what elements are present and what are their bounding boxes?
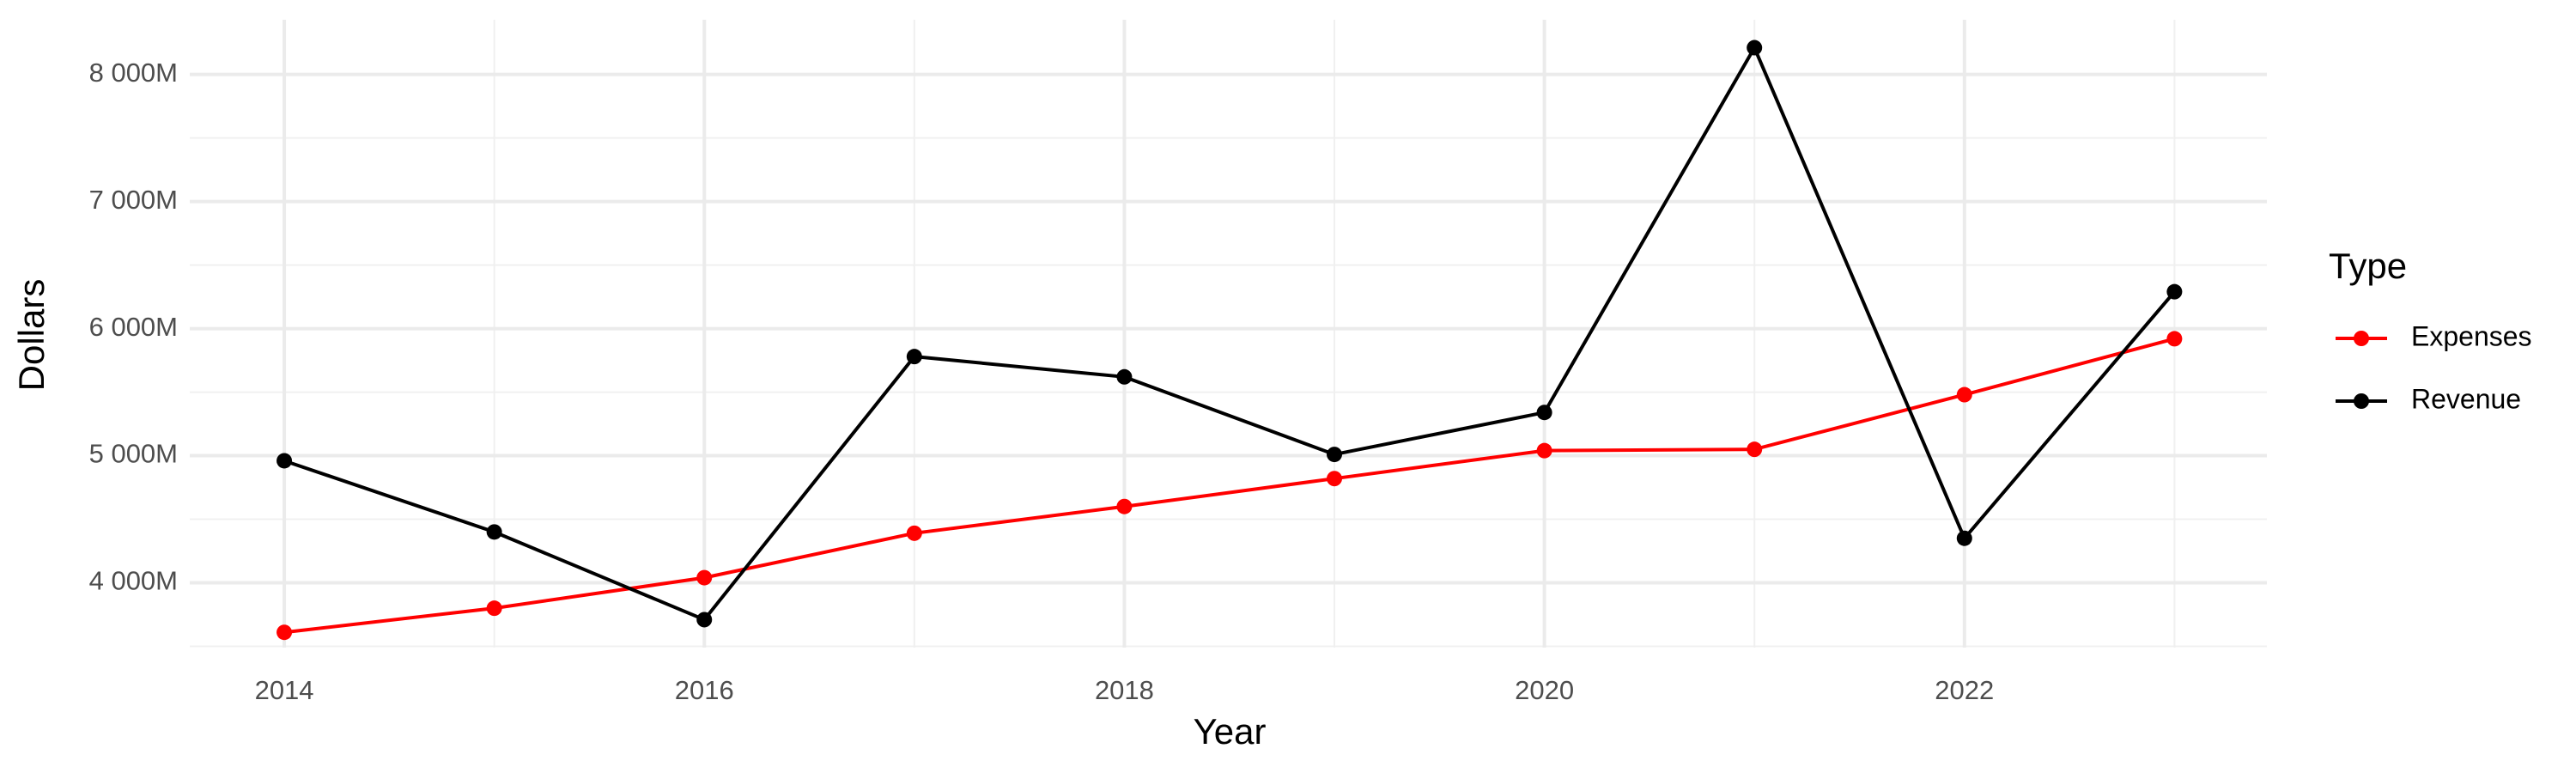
data-point — [1116, 368, 1133, 385]
legend-marker — [2354, 393, 2369, 409]
x-axis-title: Year — [1194, 711, 1267, 752]
legend-marker — [2354, 331, 2369, 346]
x-tick-label: 2022 — [1935, 675, 1994, 705]
x-tick-label: 2014 — [255, 675, 314, 705]
data-point — [1956, 530, 1972, 546]
data-point — [696, 569, 713, 586]
data-point — [1327, 471, 1343, 487]
data-point — [2166, 283, 2183, 300]
x-tick-label: 2020 — [1515, 675, 1574, 705]
data-point — [1747, 40, 1763, 56]
data-point — [906, 525, 922, 541]
data-point — [1116, 498, 1133, 514]
data-point — [1536, 405, 1552, 421]
legend-title: Type — [2329, 246, 2407, 286]
y-tick-label: 8 000M — [89, 58, 178, 88]
data-point — [2166, 331, 2183, 347]
data-point — [276, 624, 293, 641]
x-tick-label: 2018 — [1095, 675, 1154, 705]
y-tick-label: 6 000M — [89, 312, 178, 342]
series-line — [283, 337, 2175, 635]
data-point — [906, 349, 922, 365]
legend-label: Revenue — [2411, 383, 2521, 414]
series-line — [283, 44, 2176, 622]
data-point — [486, 600, 502, 617]
data-point — [1536, 442, 1552, 459]
data-point — [1747, 441, 1763, 458]
data-point — [696, 612, 713, 628]
legend-label: Expenses — [2411, 320, 2532, 351]
data-point — [486, 524, 502, 540]
data-point — [276, 453, 293, 469]
data-point — [1327, 447, 1343, 463]
data-point — [1956, 386, 1972, 403]
y-tick-label: 5 000M — [89, 439, 178, 469]
y-tick-label: 7 000M — [89, 185, 178, 215]
y-axis-title: Dollars — [11, 279, 52, 392]
y-tick-label: 4 000M — [89, 566, 178, 596]
x-tick-label: 2016 — [675, 675, 734, 705]
